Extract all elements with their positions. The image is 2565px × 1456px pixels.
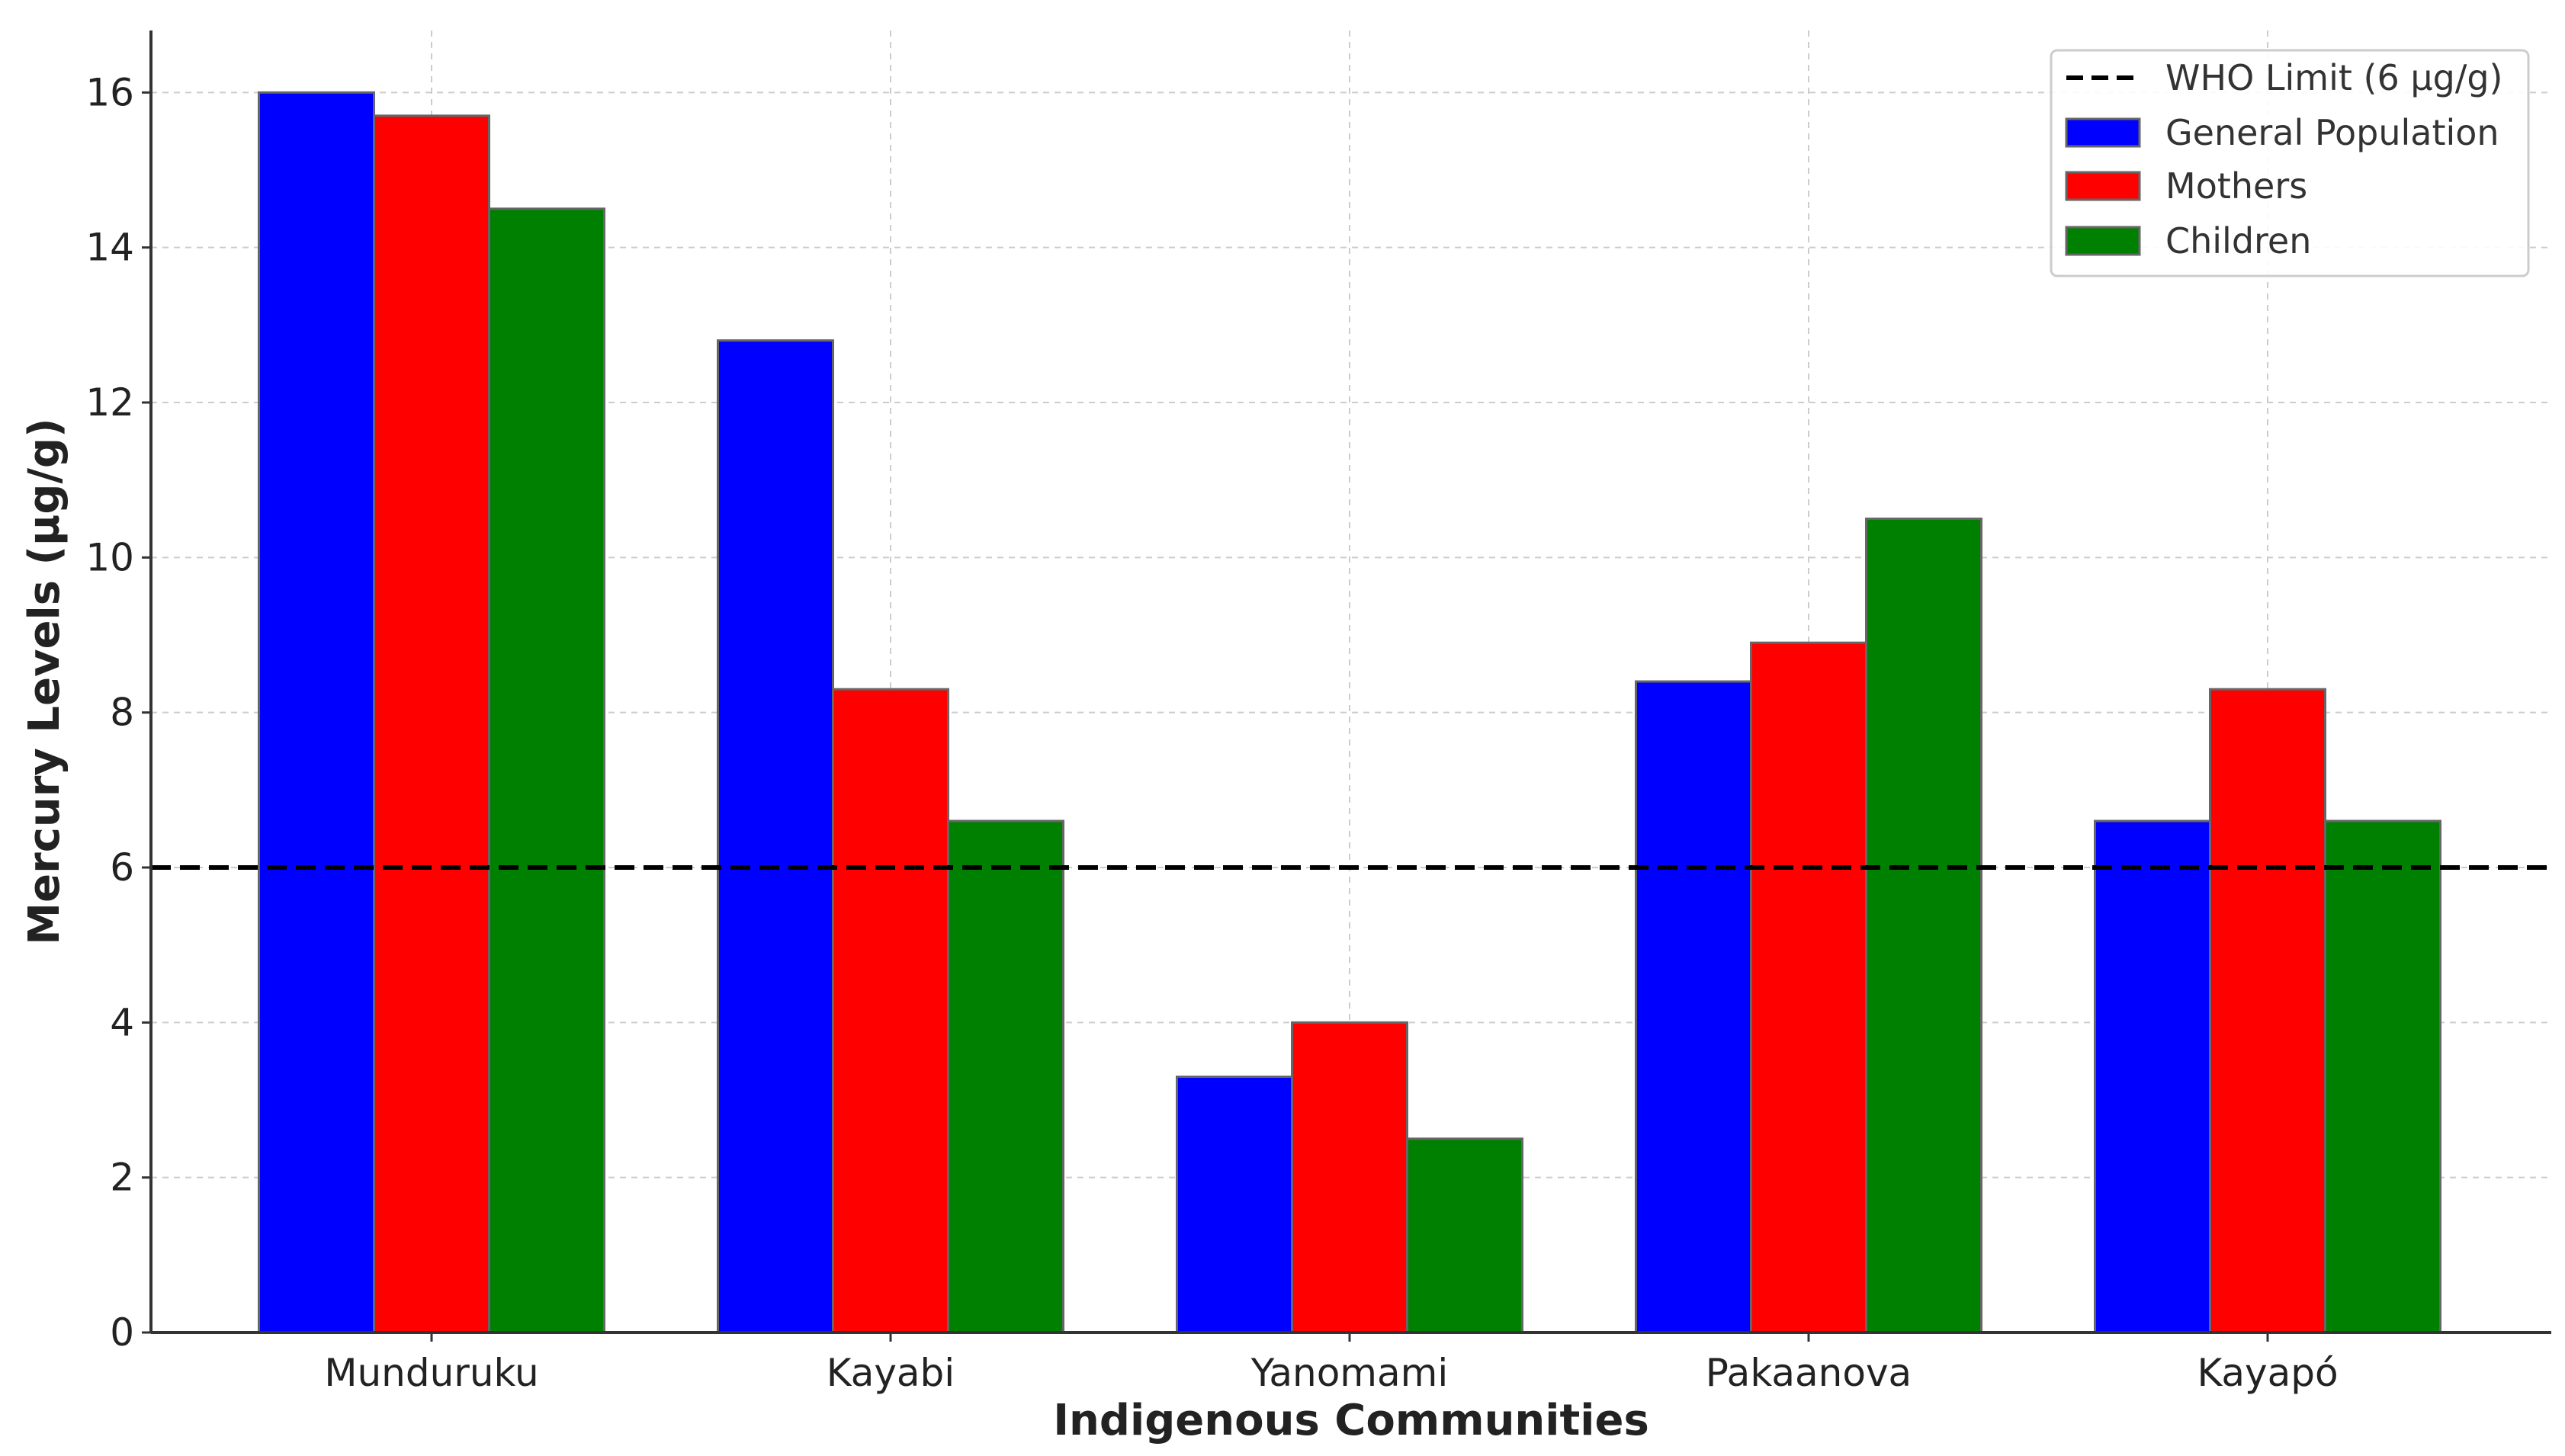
y-tick-label: 12 [85, 380, 134, 425]
legend-box [2050, 49, 2530, 277]
y-tick-label: 6 [110, 845, 134, 890]
x-tick-label: Kayabi [827, 1351, 955, 1395]
tick-labels: 0 2 4 6 8 10 12 14 16 Munduruku Kayabi Yanomami Paka… [85, 70, 2338, 1395]
bar-general-population [1635, 680, 1752, 1334]
bar-mothers [832, 688, 949, 1334]
x-tick-label: Munduruku [324, 1351, 538, 1395]
bar-mothers [1750, 641, 1867, 1334]
bar-children [947, 819, 1064, 1334]
bar-children [1406, 1137, 1523, 1334]
bar-mothers [1291, 1021, 1408, 1334]
bar-children [488, 207, 605, 1334]
x-tick-label: Pakaanova [1706, 1351, 1912, 1395]
bar-children [1865, 518, 1982, 1334]
legend-label: Children [2165, 220, 2311, 261]
bars [258, 91, 2441, 1334]
x-tick-label: Kayapó [2197, 1351, 2338, 1395]
x-tick-label: Yanomami [1250, 1351, 1449, 1395]
y-axis-title: Mercury Levels (µg/g) [20, 418, 69, 944]
legend: WHO Limit (6 µg/g) General Population Mot… [2050, 49, 2530, 277]
legend-label: General Population [2165, 112, 2499, 153]
bar-general-population [258, 91, 375, 1334]
bar-general-population [717, 339, 834, 1334]
bar-mothers [373, 114, 490, 1334]
x-axis-title: Indigenous Communities [1053, 1396, 1649, 1445]
y-tick-label: 2 [110, 1156, 134, 1200]
bar-mothers [2209, 688, 2326, 1334]
bar-general-population [1176, 1076, 1293, 1334]
legend-who-limit-label: WHO Limit (6 µg/g) [2165, 57, 2503, 98]
bar-children [2324, 819, 2441, 1334]
y-tick-label: 8 [110, 691, 134, 735]
legend-series-entries: General Population Mothers Children [2065, 112, 2499, 261]
bar-general-population [2094, 819, 2211, 1334]
y-tick-label: 14 [85, 226, 134, 270]
y-tick-label: 16 [85, 70, 134, 114]
axes [142, 30, 2551, 1342]
legend-swatch [2065, 171, 2141, 201]
legend-swatch [2065, 226, 2141, 256]
y-tick-label: 0 [110, 1310, 134, 1355]
legend-label: Mothers [2165, 165, 2307, 207]
y-tick-label: 10 [85, 535, 134, 579]
legend-swatch [2065, 117, 2141, 148]
y-tick-label: 4 [110, 1000, 134, 1044]
